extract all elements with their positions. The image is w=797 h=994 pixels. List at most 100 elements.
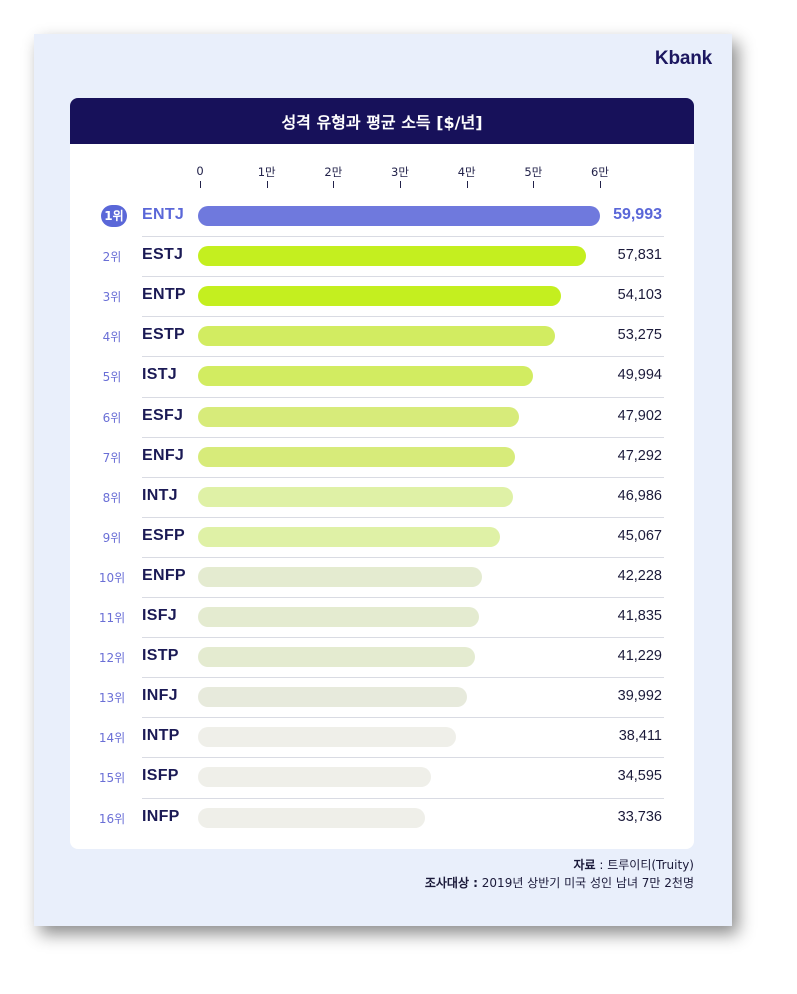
- source-key: 자료: [573, 858, 596, 872]
- rank-label: 8위: [102, 490, 122, 505]
- x-tick-label: 5만: [524, 165, 543, 179]
- category-label: ENFJ: [142, 446, 185, 464]
- rank-label: 13위: [98, 691, 126, 706]
- data-label: 54,103: [617, 287, 662, 304]
- bar: [198, 647, 475, 668]
- row-divider: [142, 276, 664, 278]
- source-value: : 트루이티(Truity): [595, 858, 694, 872]
- bar-row: 7위 ENFJ 47,292: [70, 437, 694, 477]
- data-label: 47,902: [617, 407, 662, 424]
- data-label: 39,992: [617, 688, 662, 705]
- category-label: ISTP: [142, 647, 179, 665]
- bar-row: 2위 ESTJ 57,831: [70, 236, 694, 276]
- x-tick-label: 1만: [257, 165, 276, 179]
- category-label: ESFJ: [142, 406, 184, 424]
- bar-row: 3위 ENTP 54,103: [70, 276, 694, 316]
- bar: [198, 526, 501, 547]
- chart-title-bar: 성격 유형과 평균 소득 [$/년]: [70, 98, 694, 144]
- bar: [198, 607, 479, 627]
- x-tick-mark: [333, 181, 335, 188]
- category-label: ISFJ: [142, 607, 177, 624]
- row-divider: [142, 516, 664, 518]
- rank-label: 10위: [98, 570, 126, 585]
- row-divider: [142, 677, 664, 679]
- rank-label: 2위: [102, 250, 122, 265]
- category-label: ESFP: [142, 526, 185, 544]
- row-divider: [142, 797, 664, 799]
- x-tick-label: 3만: [391, 165, 409, 179]
- category-label: ENTJ: [142, 206, 185, 223]
- x-tick-label: 2만: [324, 165, 343, 179]
- x-tick-mark: [600, 181, 601, 188]
- rank-label: 6위: [102, 410, 122, 425]
- data-label: 57,831: [617, 247, 662, 264]
- rank-label: 1위: [101, 205, 127, 227]
- row-divider: [142, 236, 664, 238]
- category-label: ESTJ: [142, 246, 184, 264]
- bar-row: 15위 ISFP 34,595: [70, 757, 694, 797]
- bar-row: 12위 ISTP 41,229: [70, 637, 694, 677]
- rank-label: 4위: [102, 330, 122, 345]
- bar: [198, 807, 425, 828]
- row-divider: [142, 597, 664, 598]
- bar-row: 9위 ESFP 45,067: [70, 517, 694, 557]
- bar-row: 1위 ENTJ 59,993: [70, 196, 694, 236]
- x-tick-mark: [200, 181, 201, 188]
- x-tick-label: 0: [196, 164, 204, 178]
- rank-label: 7위: [102, 450, 122, 465]
- category-label: ENFP: [142, 566, 186, 584]
- rank-label: 15위: [98, 771, 126, 786]
- chart-panel: 0 1만 2만 3만 4만 5만 6만 1위 ENTJ 59,993 2위 ESTJ 57,831 3위…: [70, 144, 694, 849]
- row-divider: [142, 717, 664, 719]
- bar-row: 13위 INFJ 39,992: [70, 677, 694, 717]
- bar-row: 16위 INFP 33,736: [70, 798, 694, 838]
- rank-label: 9위: [102, 530, 122, 545]
- row-divider: [142, 436, 664, 438]
- data-label: 47,292: [617, 447, 662, 464]
- data-label: 46,986: [617, 487, 662, 504]
- bar: [198, 246, 586, 267]
- data-label: 45,067: [617, 527, 662, 544]
- bar: [198, 406, 520, 427]
- category-label: ESTP: [142, 326, 185, 344]
- bar-row: 14위 INTP 38,411: [70, 717, 694, 757]
- x-tick-mark: [466, 181, 468, 188]
- row-divider: [142, 757, 664, 759]
- data-label: 59,993: [613, 206, 662, 223]
- category-label: ENTP: [142, 286, 186, 304]
- rank-label: 14위: [98, 731, 126, 746]
- data-label: 33,736: [617, 808, 662, 825]
- category-label: INFP: [142, 807, 180, 825]
- bar: [198, 566, 482, 587]
- infographic-card: Kbank 성격 유형과 평균 소득 [$/년] 0 1만 2만 3만 4만 5만 6만 1…: [34, 34, 732, 926]
- row-divider: [142, 356, 664, 358]
- bar-row: 4위 ESTP 53,275: [70, 316, 694, 356]
- category-label: ISTJ: [142, 366, 177, 384]
- source-line: 자료 : 트루이티(Truity): [573, 856, 694, 873]
- row-divider: [142, 396, 664, 398]
- x-tick-mark: [266, 181, 268, 188]
- bar-row: 8위 INTJ 46,986: [70, 477, 694, 517]
- survey-key: 조사대상 :: [424, 876, 478, 890]
- bar: [198, 446, 516, 467]
- category-label: INFJ: [142, 687, 178, 705]
- x-tick-mark: [400, 181, 401, 188]
- bar: [198, 486, 514, 507]
- category-label: ISFP: [142, 767, 179, 785]
- x-tick-mark: [533, 181, 535, 188]
- rank-label: 11위: [98, 611, 126, 625]
- bar: [198, 206, 600, 226]
- rank-label: 3위: [102, 290, 122, 305]
- bar: [198, 767, 431, 788]
- row-divider: [142, 476, 664, 478]
- category-label: INTJ: [142, 486, 178, 504]
- bar: [198, 286, 561, 307]
- bar-row: 11위 ISFJ 41,835: [70, 597, 694, 637]
- bar: [198, 727, 457, 748]
- data-label: 49,994: [617, 367, 662, 384]
- row-divider: [142, 637, 664, 639]
- data-label: 41,835: [617, 608, 662, 624]
- category-label: INTP: [142, 727, 180, 745]
- rank-label: 5위: [102, 370, 122, 385]
- bar: [198, 326, 556, 347]
